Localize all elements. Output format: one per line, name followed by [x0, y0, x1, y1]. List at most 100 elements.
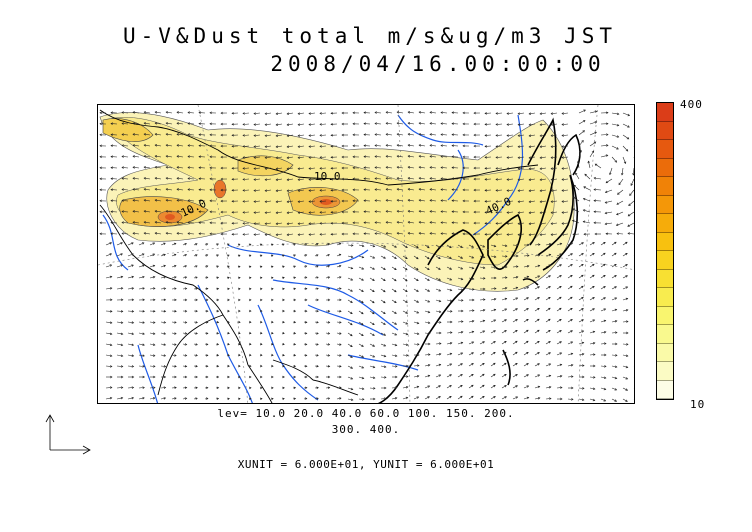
wind-vector — [457, 374, 463, 378]
wind-vector-head — [418, 199, 422, 202]
wind-vector-head — [216, 364, 220, 368]
wind-vector-head — [176, 111, 180, 114]
wind-vector — [166, 210, 173, 213]
wind-vector — [160, 354, 166, 357]
wind-vector — [424, 332, 431, 334]
wind-vector-head — [341, 221, 344, 225]
wind-vector-head — [605, 144, 609, 147]
wind-vector-head — [383, 397, 387, 400]
wind-vector-head — [427, 245, 430, 249]
wind-vector — [132, 166, 140, 169]
wind-vector — [424, 266, 430, 270]
wind-vector-head — [383, 354, 387, 358]
wind-vector-head — [131, 309, 135, 313]
wind-vector-head — [581, 242, 584, 245]
wind-vector-head — [418, 166, 422, 169]
wind-vector-head — [264, 156, 268, 159]
wind-vector — [534, 297, 540, 301]
wind-vector — [132, 133, 140, 136]
wind-vector-head — [438, 299, 442, 303]
wind-vector-head — [341, 166, 344, 170]
wind-vector — [561, 112, 569, 114]
dust-core-west — [102, 118, 154, 142]
wind-vector-head — [109, 264, 113, 267]
wind-vector-head — [603, 319, 607, 323]
wind-vector-head — [361, 355, 365, 358]
wind-vector-head — [416, 278, 419, 282]
wind-vector-head — [248, 331, 252, 335]
wind-vector-head — [330, 199, 333, 203]
wind-vector — [633, 113, 634, 114]
wind-vector-head — [396, 122, 400, 125]
wind-vector-head — [592, 263, 595, 267]
wind-vector — [121, 178, 129, 180]
wind-vector — [551, 233, 558, 236]
wind-vector — [633, 135, 634, 136]
wind-vector — [429, 112, 437, 114]
wind-vector-head — [220, 188, 223, 192]
wind-vector — [132, 199, 140, 202]
wind-vector — [567, 364, 573, 367]
wind-vector-head — [176, 155, 180, 158]
wind-vector-head — [198, 133, 201, 136]
wind-vector-head — [581, 253, 584, 256]
wind-vector-head — [316, 309, 319, 313]
wind-vector-head — [109, 354, 113, 357]
wind-vector — [435, 288, 441, 292]
wind-vector — [408, 232, 415, 235]
wind-vector-head — [152, 264, 156, 268]
wind-vector — [633, 244, 634, 245]
wind-vector-head — [363, 177, 366, 180]
wind-vector — [424, 299, 430, 303]
wind-vector-head — [620, 172, 624, 176]
wind-vector — [429, 123, 437, 125]
wind-vector-head — [482, 341, 485, 344]
wind-vector-head — [110, 188, 113, 191]
wind-vector-head — [396, 166, 400, 169]
wind-vector — [413, 332, 419, 335]
wind-vector — [457, 395, 463, 400]
wind-vector — [347, 365, 353, 369]
wind-vector — [319, 167, 327, 169]
wind-vector-head — [407, 177, 411, 180]
wind-vector-head — [517, 156, 521, 159]
wind-vector-head — [527, 243, 530, 247]
wind-vector-head — [216, 287, 220, 291]
wind-vector-head — [304, 331, 308, 335]
wind-vector-head — [449, 256, 452, 259]
wind-vector-head — [506, 233, 510, 236]
wind-vector-head — [282, 265, 285, 268]
wind-vector-head — [264, 123, 268, 126]
wind-vector — [589, 354, 596, 356]
wind-vector — [540, 167, 547, 170]
wind-vector — [611, 398, 617, 402]
wind-vector — [138, 276, 145, 279]
wind-vector-head — [227, 331, 230, 335]
wind-vector — [429, 200, 437, 202]
wind-vector — [429, 167, 437, 169]
wind-vector-head — [504, 276, 508, 279]
wind-vector-head — [528, 211, 532, 214]
wind-vector-head — [427, 310, 431, 314]
wind-vector — [534, 386, 540, 389]
wind-vector — [391, 321, 397, 325]
wind-vector — [166, 122, 173, 125]
wind-vector — [534, 308, 540, 312]
wind-vector — [397, 144, 404, 147]
wind-vector — [253, 167, 261, 169]
wind-vector-head — [184, 354, 188, 357]
wind-vector — [435, 310, 441, 313]
wind-vector — [182, 243, 187, 246]
wind-vector-head — [614, 399, 618, 402]
wind-vector — [369, 332, 375, 336]
wind-vector-head — [440, 232, 443, 235]
wind-vector — [369, 376, 375, 379]
wind-vector — [166, 144, 173, 147]
wind-vector-head — [286, 178, 290, 181]
wind-vector — [408, 133, 415, 136]
wind-vector-head — [418, 155, 422, 158]
wind-vector-head — [316, 265, 319, 268]
wind-vector-head — [493, 362, 496, 366]
wind-vector-head — [537, 341, 540, 344]
wind-vector-head — [416, 256, 419, 260]
